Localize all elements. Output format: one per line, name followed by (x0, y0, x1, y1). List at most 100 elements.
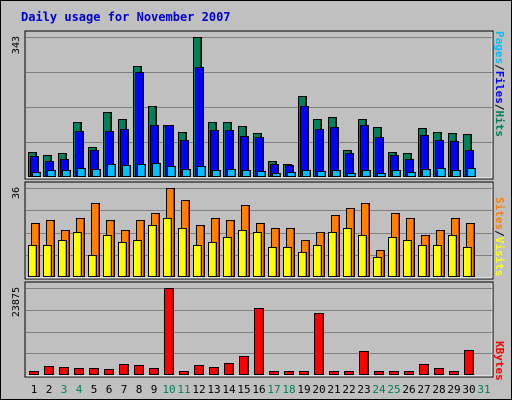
legend-sites-visits: Sites/Visits (493, 197, 506, 277)
visits-bar-day-2-outline (43, 245, 52, 277)
pages-bar-day-4-fill (77, 168, 86, 177)
visits-bar-day-26-fill (403, 240, 412, 277)
kbytes-bar-day-4 (74, 368, 84, 375)
visits-bar-day-8-outline (133, 240, 142, 277)
chart-panel-3: 23875 (11, 281, 494, 378)
pages-bar-day-19-fill (302, 170, 311, 177)
visits-bar-day-20 (313, 245, 322, 277)
day-label: 13 (207, 383, 220, 396)
visits-bar-day-1-outline (28, 245, 37, 277)
pages-bar-day-11-outline (182, 169, 191, 177)
visits-bar-day-14 (223, 237, 232, 277)
pages-bar-day-7-outline (122, 165, 131, 177)
files-bar-day-18-fill (285, 165, 294, 177)
visits-bar-day-21-outline (328, 232, 337, 277)
visits-bar-day-5-fill (88, 255, 97, 277)
visits-bar-day-9-outline (148, 225, 157, 277)
pages-bar-day-28-fill (437, 168, 446, 177)
kbytes-bar-day-23-outline (359, 351, 369, 375)
day-label: 31 (477, 383, 490, 396)
pages-bar-day-16-fill (257, 171, 266, 177)
visits-bar-day-2 (43, 245, 52, 277)
visits-bar-day-21 (328, 232, 337, 277)
kbytes-bar-day-28 (434, 368, 444, 375)
kbytes-bar-day-20-fill (314, 313, 324, 375)
pages-bar-day-16-outline (257, 171, 266, 177)
kbytes-bar-day-2-fill (44, 366, 54, 375)
visits-bar-day-15 (238, 230, 247, 277)
files-bar-day-7-fill (120, 129, 129, 177)
kbytes-bar-day-1 (29, 371, 39, 375)
visits-bar-day-10-fill (163, 218, 172, 277)
kbytes-bar-day-4-outline (74, 368, 84, 375)
kbytes-bar-day-13-fill (209, 367, 219, 375)
kbytes-bar-day-7-outline (119, 364, 129, 375)
visits-bar-day-30-fill (463, 247, 472, 277)
pages-bar-day-22-fill (347, 173, 356, 177)
legend-pages-files-hits-part: Hits (493, 111, 506, 138)
kbytes-bar-day-18-fill (284, 371, 294, 375)
files-bar-day-19 (300, 106, 309, 177)
visits-bar-day-18-fill (283, 247, 292, 277)
pages-bar-day-25 (392, 170, 401, 177)
kbytes-bar-day-15 (239, 356, 249, 375)
visits-bar-day-18-outline (283, 247, 292, 277)
legend-kbytes-part: KBytes (493, 341, 506, 381)
kbytes-bar-day-11-outline (179, 371, 189, 375)
kbytes-bar-day-24 (374, 371, 384, 375)
pages-bar-day-3-outline (62, 170, 71, 177)
kbytes-bar-day-5 (89, 368, 99, 375)
pages-bar-day-3 (62, 170, 71, 177)
pages-bar-day-17-fill (272, 173, 281, 177)
kbytes-bar-day-18 (284, 371, 294, 375)
pages-bar-day-6 (107, 164, 116, 177)
kbytes-bar-day-8-fill (134, 365, 144, 375)
day-label: 22 (342, 383, 355, 396)
day-label: 17 (267, 383, 280, 396)
kbytes-bar-day-30 (464, 350, 474, 375)
visits-bar-day-12-outline (193, 245, 202, 277)
kbytes-bar-day-5-outline (89, 368, 99, 375)
day-label: 16 (252, 383, 265, 396)
files-bar-day-17-fill (270, 164, 279, 177)
visits-bar-day-4 (73, 232, 82, 277)
kbytes-bar-day-14 (224, 363, 234, 375)
kbytes-bar-day-30-outline (464, 350, 474, 375)
day-label: 28 (432, 383, 445, 396)
files-bar-day-3-fill (60, 159, 69, 177)
files-bar-day-8 (135, 72, 144, 177)
legend-pages-files-hits-part: / (493, 64, 506, 71)
pages-bar-day-27 (422, 169, 431, 177)
files-bar-day-24 (375, 137, 384, 177)
visits-bar-day-30-outline (463, 247, 472, 277)
pages-bar-day-2-fill (47, 170, 56, 177)
pages-bar-day-12 (197, 166, 206, 177)
visits-bar-day-17-fill (268, 247, 277, 277)
pages-bar-day-15-fill (242, 170, 251, 177)
pages-bar-day-15-outline (242, 170, 251, 177)
kbytes-bar-day-18-outline (284, 371, 294, 375)
visits-bar-day-7-fill (118, 242, 127, 277)
pages-bar-day-21-fill (332, 170, 341, 177)
pages-bar-day-12-fill (197, 166, 206, 177)
files-bar-day-22-fill (345, 153, 354, 177)
files-bar-day-30-fill (465, 150, 474, 177)
chart-panel-1: 343 (11, 30, 494, 180)
day-labels: 1 2 3 4 5 6 7 8 9 10 11 12 13 14 15 16 17 18 19 20 21 22 23 24 2… (31, 383, 491, 396)
pages-bar-day-15 (242, 170, 251, 177)
files-bar-day-9-fill (150, 125, 159, 177)
pages-bar-day-13-fill (212, 170, 221, 177)
pages-bar-day-5-outline (92, 169, 101, 177)
visits-bar-day-4-fill (73, 232, 82, 277)
kbytes-bar-day-27-fill (419, 364, 429, 375)
kbytes-bar-day-23 (359, 351, 369, 375)
visits-bar-day-24 (373, 257, 382, 277)
kbytes-bar-day-8 (134, 365, 144, 375)
pages-bar-day-30-fill (467, 168, 476, 177)
kbytes-bar-day-12-outline (194, 365, 204, 375)
day-label: 25 (387, 383, 400, 396)
pages-bar-day-2-outline (47, 170, 56, 177)
kbytes-bar-day-21-outline (329, 371, 339, 375)
visits-bar-day-9-fill (148, 225, 157, 277)
